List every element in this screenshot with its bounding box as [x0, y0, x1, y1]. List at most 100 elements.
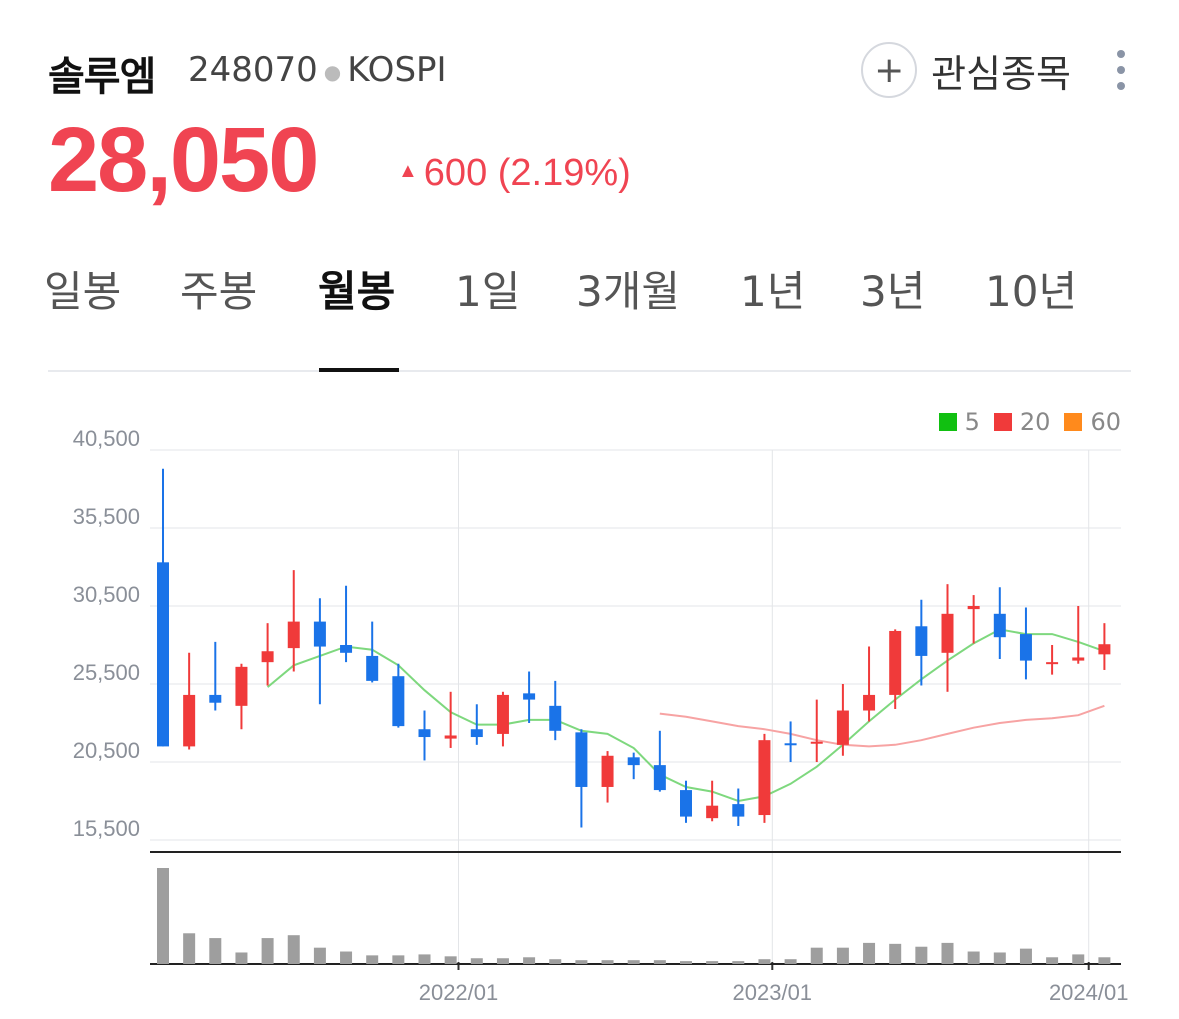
volume-bar [209, 938, 222, 964]
candle-body [967, 606, 980, 610]
candle-body [784, 743, 797, 746]
volume-bar [392, 955, 405, 964]
ma-legend: 5 20 60 [929, 408, 1121, 436]
active-tab-indicator [319, 368, 399, 372]
candle-body [313, 621, 326, 647]
volume-bar [941, 942, 954, 964]
volume-bar [575, 960, 588, 964]
candle-body [653, 765, 666, 791]
volume-bar [444, 956, 457, 964]
volume-bar [653, 960, 666, 964]
legend-label-ma20: 20 [1019, 408, 1051, 436]
tab-weekly[interactable]: 주봉 [180, 267, 258, 316]
tab-1day[interactable]: 1일 [455, 267, 521, 316]
legend-label-ma5: 5 [964, 408, 980, 436]
tab-3years[interactable]: 3년 [860, 267, 926, 316]
x-tick-label: 2024/01 [1049, 980, 1129, 1005]
volume-bar [549, 959, 562, 964]
volume-bar [157, 868, 169, 964]
stock-code: 248070 [188, 50, 318, 90]
candle-body [1072, 657, 1085, 661]
candle-body [941, 613, 954, 653]
stock-header: 솔루엠 248070 ● KOSPI + 관심종목 [48, 40, 1131, 100]
more-dot [1117, 50, 1125, 58]
candle-body [157, 562, 169, 747]
volume-bar [183, 933, 196, 964]
stock-market: KOSPI [347, 50, 447, 90]
volume-bar [810, 947, 823, 964]
candle-body [993, 613, 1006, 638]
y-tick-label: 25,500 [73, 660, 140, 685]
volume-bar [627, 960, 640, 964]
candle-body [523, 693, 536, 700]
legend-swatch-ma60 [1064, 413, 1083, 431]
candle-body [732, 804, 745, 817]
tabs-divider [48, 370, 1131, 372]
watchlist-label: 관심종목 [931, 51, 1071, 96]
candle-body [575, 732, 588, 787]
volume-bar [523, 957, 536, 964]
current-price: 28,050 [48, 109, 319, 211]
volume-bar [889, 943, 902, 964]
tab-3months[interactable]: 3개월 [576, 267, 681, 316]
stock-name: 솔루엠 [48, 54, 156, 100]
more-dot [1117, 82, 1125, 90]
volume-bar [1098, 957, 1111, 964]
ma20-line [659, 704, 1105, 748]
candle-body [836, 710, 849, 745]
candle-body [496, 694, 509, 734]
legend-label-ma60: 60 [1090, 408, 1121, 436]
candle-body [340, 645, 353, 653]
candle-body [758, 740, 771, 816]
plus-icon: + [861, 42, 918, 98]
candle-body [680, 790, 692, 817]
y-tick-label: 15,500 [73, 816, 140, 841]
y-tick-label: 30,500 [73, 582, 140, 607]
tab-10years[interactable]: 10년 [985, 267, 1078, 316]
candle-body [915, 626, 928, 656]
volume-bar [261, 938, 274, 964]
candle-body [287, 621, 300, 649]
volume-bar [418, 954, 431, 964]
y-tick-label: 40,500 [73, 426, 140, 451]
tab-daily[interactable]: 일봉 [44, 267, 122, 316]
volume-bar [313, 947, 326, 964]
up-triangle-icon: ▲ [398, 160, 418, 182]
candle-body [549, 705, 562, 731]
volume-bar [784, 959, 797, 964]
candle-body [706, 805, 719, 819]
x-tick-label: 2022/01 [419, 980, 499, 1005]
volume-bar [732, 961, 745, 964]
volume-bar [993, 952, 1006, 964]
candle-body [444, 735, 457, 739]
candle-body [601, 755, 614, 787]
volume-bar [235, 952, 248, 964]
candle-body [418, 729, 431, 738]
candle-body [209, 694, 222, 703]
volume-bar [706, 961, 719, 964]
tab-1year[interactable]: 1년 [740, 267, 806, 316]
volume-bar [836, 947, 849, 964]
volume-bar [1046, 957, 1059, 964]
candle-body [863, 694, 876, 711]
watchlist-button[interactable]: + 관심종목 [861, 42, 1071, 98]
y-tick-label: 20,500 [73, 738, 140, 763]
volume-bar [366, 955, 379, 964]
candle-body [366, 655, 379, 681]
volume-bar [287, 935, 300, 964]
price-chart[interactable]: 40,500 35,500 30,500 25,500 20,500 15,500 2022… [0, 420, 1179, 1019]
stock-meta: 248070 ● KOSPI [188, 50, 447, 90]
tab-monthly[interactable]: 월봉 [318, 267, 396, 316]
legend-swatch-ma5 [938, 413, 957, 431]
volume-bar [1019, 948, 1032, 964]
candle-body [470, 729, 483, 738]
candle-body [889, 630, 902, 695]
candle-body [1046, 662, 1059, 665]
volume-bar [758, 959, 771, 964]
candle-body [183, 694, 196, 747]
volume-bar [340, 951, 353, 964]
more-vertical-icon[interactable] [1111, 50, 1131, 90]
more-dot [1117, 66, 1125, 74]
volume-bar [496, 958, 509, 964]
volume-bar [863, 942, 876, 964]
